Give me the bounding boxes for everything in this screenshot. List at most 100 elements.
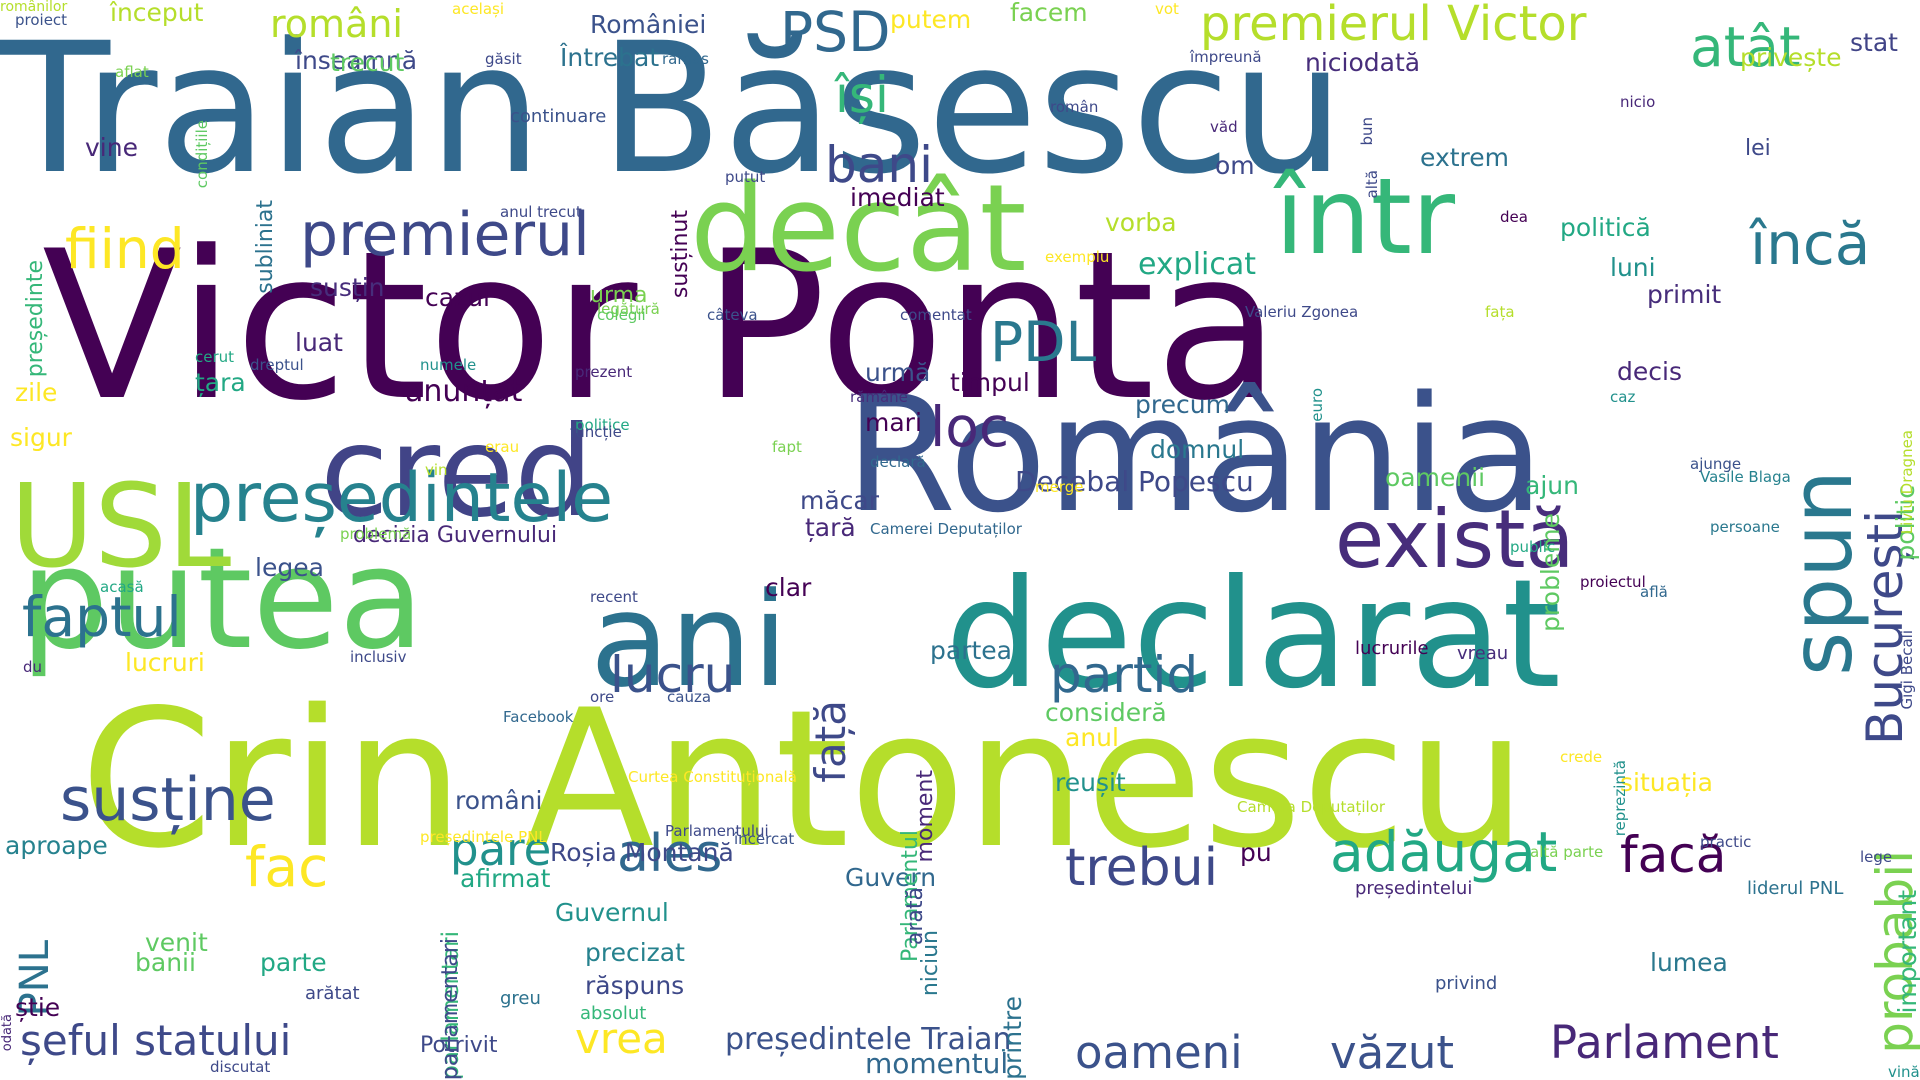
cloud-word: proiect xyxy=(15,11,68,29)
cloud-word: comentat xyxy=(900,306,972,324)
cloud-word: printre xyxy=(998,996,1027,1080)
cloud-word: susținut xyxy=(668,210,693,299)
cloud-word: PDL xyxy=(990,310,1097,374)
cloud-word: probleme xyxy=(1536,513,1565,632)
cloud-word: politice xyxy=(575,416,630,434)
cloud-word: dreptul xyxy=(250,356,304,374)
cloud-word: arătat xyxy=(305,983,360,1004)
cloud-word: încă xyxy=(1750,210,1871,278)
cloud-word: situația xyxy=(1620,768,1714,797)
cloud-word: zile xyxy=(15,378,58,407)
cloud-word: public xyxy=(1510,538,1556,556)
cloud-word: țara xyxy=(195,368,246,397)
cloud-word: timpul xyxy=(950,368,1030,397)
cloud-word: urmă xyxy=(865,358,931,387)
cloud-word: oamenii xyxy=(1385,463,1486,492)
cloud-word: funcție xyxy=(570,423,622,441)
cloud-word: imediat xyxy=(850,183,945,212)
cloud-word: români xyxy=(455,786,543,815)
cloud-word: anul trecut xyxy=(500,203,582,221)
cloud-word: ajun xyxy=(1525,471,1579,500)
cloud-word: român xyxy=(1050,98,1099,116)
cloud-word: decis xyxy=(1617,357,1682,386)
cloud-word: problemă xyxy=(340,525,412,543)
cloud-word: trebui xyxy=(1065,838,1219,898)
cloud-word: Decebal Popescu xyxy=(1015,465,1254,498)
cloud-word: om xyxy=(1215,151,1255,180)
cloud-word: reprezintă xyxy=(1611,760,1629,837)
cloud-word: precizat xyxy=(585,938,685,967)
cloud-word: românilor xyxy=(0,0,68,15)
cloud-word: înseamnă xyxy=(295,46,418,75)
cloud-word: pare xyxy=(450,823,552,876)
cloud-word: lucrurile xyxy=(1355,638,1429,659)
cloud-word: Guvernul xyxy=(555,898,669,927)
cloud-word: declarat xyxy=(945,548,1561,722)
cloud-word: cred xyxy=(320,400,594,545)
cloud-word: lucru xyxy=(610,646,736,704)
cloud-word: pu xyxy=(1240,838,1272,867)
cloud-word: lege xyxy=(1860,848,1893,866)
cloud-word: văzut xyxy=(1330,1026,1454,1079)
cloud-word: adăugat xyxy=(1330,820,1558,884)
cloud-word: liderul PNL xyxy=(1747,878,1844,899)
cloud-word: anunțat xyxy=(405,374,523,409)
cloud-word: oameni xyxy=(1075,1026,1243,1079)
cloud-word: fac xyxy=(245,835,329,899)
cloud-word: recent xyxy=(590,588,638,606)
cloud-word: președintelui xyxy=(1355,878,1473,899)
cloud-word: sigur xyxy=(10,423,72,452)
cloud-word: bun xyxy=(1358,117,1376,146)
cloud-word: domnul xyxy=(1150,435,1245,464)
cloud-word: spun xyxy=(1773,470,1872,676)
cloud-word: putem xyxy=(890,5,972,34)
cloud-word: vrea xyxy=(575,1014,668,1063)
cloud-word: decât xyxy=(690,160,1027,299)
cloud-word: Roșia Montană xyxy=(550,838,734,867)
cloud-word: află xyxy=(1640,583,1668,601)
cloud-word: aflat xyxy=(115,63,149,81)
cloud-word: subliniat xyxy=(253,200,278,294)
cloud-word: venit xyxy=(145,928,208,957)
cloud-word: erau xyxy=(485,438,520,456)
cloud-word: lucruri xyxy=(125,648,205,677)
cloud-word: banii xyxy=(135,948,196,977)
cloud-word: prezent xyxy=(575,363,633,381)
cloud-word: Liviu Dragnea xyxy=(1898,430,1916,535)
cloud-word: explicat xyxy=(1138,247,1257,282)
cloud-word: România xyxy=(845,361,1545,548)
cloud-word: vorba xyxy=(1105,208,1177,237)
cloud-word: caz xyxy=(1610,388,1636,406)
cloud-word: niciodată xyxy=(1305,48,1421,77)
cloud-word: loc xyxy=(930,395,1010,459)
cloud-word: faptul xyxy=(22,585,182,649)
cloud-word: încercat xyxy=(734,830,795,848)
cloud-word: ani xyxy=(590,564,789,716)
cloud-word: Camerei Deputaților xyxy=(870,520,1022,538)
cloud-word: declară xyxy=(870,453,926,471)
cloud-word: vreau xyxy=(1457,643,1509,664)
cloud-word: precum xyxy=(1135,390,1230,419)
cloud-word: decizia Guvernului xyxy=(353,523,558,548)
cloud-word: Potrivit xyxy=(420,1033,498,1058)
cloud-word: atât xyxy=(1690,15,1801,79)
cloud-word: știe xyxy=(15,993,61,1022)
cloud-word: luat xyxy=(295,328,343,357)
cloud-word: colegii xyxy=(597,306,646,324)
cloud-word: greu xyxy=(500,988,541,1009)
cloud-word: există xyxy=(1335,493,1575,586)
cloud-word: luni xyxy=(1610,253,1656,282)
cloud-word: Curtea Constituțională xyxy=(628,768,797,786)
cloud-word: acasă xyxy=(100,578,144,596)
cloud-word: țară xyxy=(805,513,856,542)
cloud-word: Gigi Becali xyxy=(1898,630,1916,710)
cloud-word: dea xyxy=(1500,208,1528,226)
cloud-word: față xyxy=(806,700,855,783)
cloud-word: Parlamentului xyxy=(665,822,769,840)
cloud-word: susține xyxy=(60,765,276,835)
cloud-word: rămâne xyxy=(850,388,908,406)
cloud-word: condițiile xyxy=(193,120,211,189)
cloud-word: Întrebat xyxy=(560,43,660,72)
cloud-word: parlamentari xyxy=(438,938,463,1080)
cloud-word: câteva xyxy=(707,306,758,324)
